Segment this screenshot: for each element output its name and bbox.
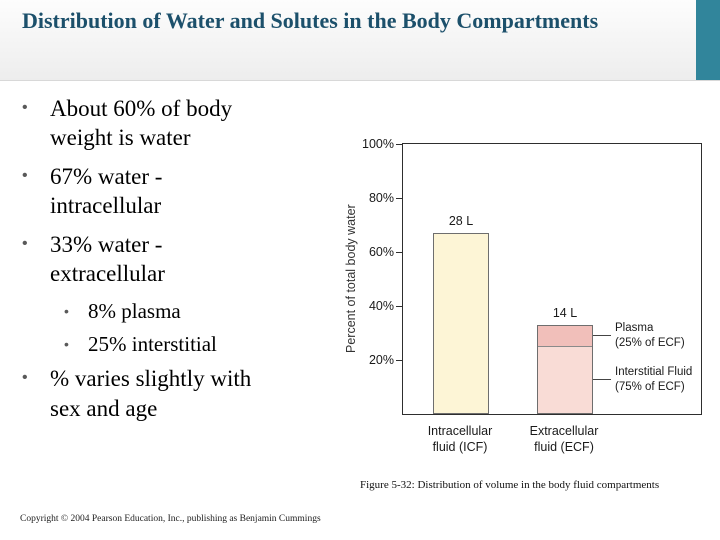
y-tick-mark [396,305,403,307]
y-tick-label: 20% [368,353,394,367]
y-tick-mark [396,143,403,145]
bar-volume-label: 28 L [448,214,474,229]
bar-intracellular [433,233,489,414]
bullet-item: • About 60% of body weight is water [22,94,342,153]
bullet-icon: • [64,335,69,352]
y-tick-label: 100% [362,137,394,151]
bullet-text: About 60% of body weight is water [50,96,233,151]
bullet-icon: • [64,302,69,319]
y-tick-label: 80% [368,191,394,205]
bullet-icon: • [22,234,28,252]
y-tick-label: 60% [368,245,394,259]
bullet-text: 67% water - intracellular [50,163,163,219]
bullet-item: • 67% water - intracellular [22,162,342,221]
bar-volume-label: 14 L [552,305,578,320]
bullet-icon: • [22,99,28,116]
y-tick-mark [396,197,403,199]
plot-area: 20% 40% 60% 80% 100% 28 L 14 L Plasma (25% of E… [362,137,702,415]
leader-line [593,379,611,381]
bullet-list: • About 60% of body weight is water • 67… [22,94,342,432]
plasma-segment [538,325,592,348]
bullet-item: • 33% water - extracellular [22,230,342,289]
bullet-icon: • [22,166,28,184]
leader-line [593,334,611,336]
y-tick-label: 40% [368,299,394,313]
header-accent-block [696,0,720,80]
bullet-text: 33% water - extracellular [50,231,165,287]
copyright-notice: Copyright © 2004 Pearson Education, Inc.… [20,514,321,524]
bullet-text: % varies slightly with sex and age [50,366,252,421]
y-tick-mark [396,251,403,253]
bullet-subitem: • 25% interstitial [64,331,342,357]
body-water-bar-chart: Percent of total body water 20% 40% 60% 80%… [330,131,712,483]
segment-annotation: Interstitial Fluid (75% of ECF) [615,366,693,394]
x-axis-labels: Intracellular fluid (ICF) Extracellular … [402,423,702,467]
bullet-text: 8% plasma [88,298,181,323]
y-tick-mark [396,359,403,361]
figure-caption: Figure 5-32: Distribution of volume in t… [360,479,660,491]
slide-title: Distribution of Water and Solutes in the… [22,8,599,33]
bullet-text: 25% interstitial [88,331,217,356]
bar-extracellular [537,324,593,414]
bullet-icon: • [22,369,28,387]
segment-annotation: Plasma (25% of ECF) [615,321,685,349]
x-axis-label-icf: Intracellular fluid (ICF) [427,424,493,455]
bullet-item: • % varies slightly with sex and age [22,364,342,423]
x-axis-label-ecf: Extracellular fluid (ECF) [529,424,599,455]
slide-header: Distribution of Water and Solutes in the… [0,0,720,81]
y-axis-title: Percent of total body water [344,204,358,354]
bullet-subitem: • 8% plasma [64,298,342,324]
